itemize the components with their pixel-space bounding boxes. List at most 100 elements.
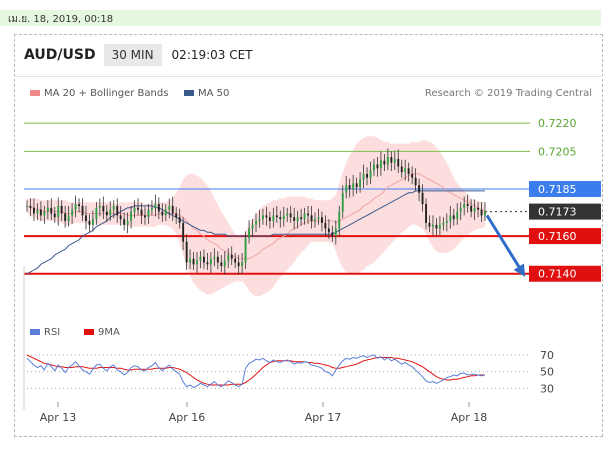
candle-body (140, 209, 143, 216)
candle-body (50, 207, 53, 214)
x-tick-label-1: Apr 16 (169, 411, 206, 424)
level-tag-0-7160 (529, 228, 601, 245)
candle-body (255, 221, 257, 225)
candle-body (189, 258, 191, 263)
level-tag-0-7173 (529, 203, 601, 220)
candle-body (348, 185, 351, 189)
header-divider (14, 76, 603, 77)
candle-body (317, 217, 320, 220)
candle-body (296, 217, 299, 221)
candle-body (36, 209, 39, 214)
candle-body (369, 170, 372, 178)
level-labels-layer: 0.7220 0.7205 0.7185 0.7173 0.7160 0.7140 (529, 117, 601, 282)
candle-body (43, 211, 46, 216)
candle-body (414, 177, 417, 186)
candle-body (293, 217, 296, 221)
candle-body (168, 205, 171, 210)
rsi-panel: RSI 9MA 70 50 30 (26, 327, 554, 395)
candle-body (126, 221, 129, 225)
candle-body (383, 160, 386, 165)
forecast-arrow-shaft (485, 214, 524, 273)
candle-body (376, 164, 379, 169)
candle-body (223, 260, 226, 267)
candle-body (473, 207, 476, 212)
candle-body (425, 204, 427, 223)
candle-body (275, 215, 278, 218)
candle-body (268, 217, 271, 221)
candle-body (199, 256, 202, 261)
candle-body (442, 222, 445, 225)
candle-body (74, 204, 77, 210)
candle-body (300, 217, 303, 220)
timeframe-badge[interactable]: 30 MIN (103, 44, 162, 66)
rsi-9ma-line (26, 354, 485, 386)
candle-body (64, 213, 67, 221)
candle-body (230, 254, 233, 259)
candle-body (456, 211, 459, 220)
rsi-legend-swatch-1 (84, 329, 94, 335)
candle-body (67, 215, 70, 222)
candle-body (438, 224, 441, 229)
rsi-line (26, 354, 486, 389)
level-label-0-7160: 0.7160 (538, 230, 577, 243)
x-tick-label-0: Apr 13 (40, 411, 77, 424)
candle-body (477, 207, 479, 210)
candle-body (95, 207, 98, 220)
candle-body (234, 258, 237, 263)
candle-body (164, 209, 167, 216)
candle-body (196, 260, 198, 265)
candle-body (421, 192, 424, 205)
candle-body (307, 213, 309, 216)
candle-body (85, 215, 87, 222)
x-axis-layer: Apr 13 Apr 16 Apr 17 Apr 18 (23, 266, 488, 424)
candle-body (327, 228, 330, 233)
candle-body (445, 221, 448, 223)
chart-header: AUD/USD 30 MIN 02:19:03 CET (24, 42, 253, 68)
candle-body (459, 207, 462, 212)
candle-body (400, 166, 403, 173)
level-lines-layer (24, 122, 530, 275)
chart-card (14, 34, 603, 437)
candle-body (338, 211, 341, 229)
currency-pair: AUD/USD (24, 47, 96, 63)
candle-body (334, 228, 337, 236)
candle-body (213, 256, 216, 259)
rsi-tick-50: 50 (540, 366, 554, 379)
candle-body (355, 183, 358, 188)
candle-body (154, 204, 157, 208)
candle-body (428, 222, 431, 227)
candle-body (397, 158, 400, 167)
candle-body (157, 204, 160, 212)
candle-body (321, 217, 323, 223)
x-tick-label-3: Apr 18 (451, 411, 488, 424)
candle-body (407, 168, 410, 174)
candle-body (78, 204, 80, 206)
candle-body (248, 228, 250, 238)
candle-body (112, 205, 115, 210)
candle-body (303, 213, 306, 220)
candle-body (466, 204, 469, 206)
candle-body (258, 219, 261, 221)
candle-body (272, 215, 275, 222)
candle-body (92, 219, 94, 225)
candle-body (209, 258, 212, 265)
x-tick-label-2: Apr 17 (305, 411, 342, 424)
candle-body (380, 160, 382, 169)
candle-body (116, 205, 119, 216)
candle-body (57, 205, 60, 218)
candle-body (282, 215, 285, 220)
candle-body (137, 207, 139, 210)
rsi-tick-30: 30 (540, 382, 554, 395)
level-label-0-7220: 0.7220 (538, 117, 577, 130)
candle-body (411, 173, 414, 178)
candle-body (331, 232, 334, 237)
current-time: 02:19:03 CET (171, 48, 253, 62)
research-credit: Research © 2019 Trading Central (425, 88, 592, 99)
candle-body (81, 205, 84, 216)
candle-body (279, 217, 282, 220)
candle-body (341, 192, 344, 212)
level-label-0-7185: 0.7185 (538, 183, 577, 196)
candle-body (404, 168, 407, 173)
candle-body (171, 205, 174, 214)
